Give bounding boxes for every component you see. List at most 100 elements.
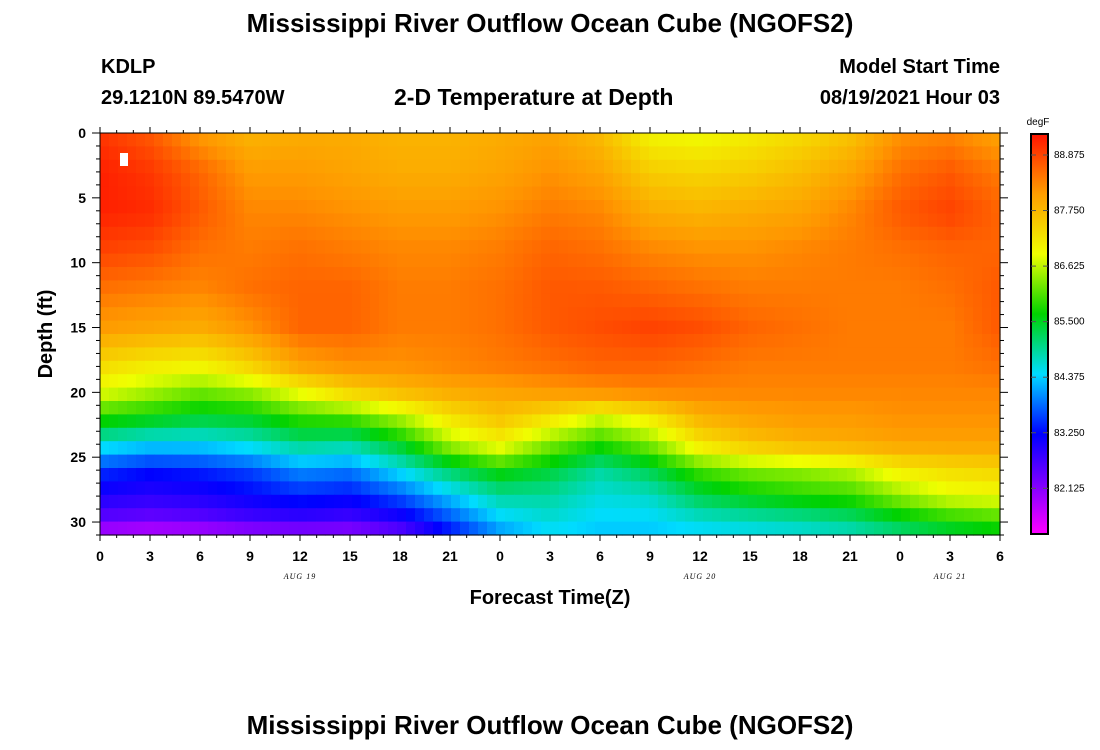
heatmap-cell [838,360,848,375]
heatmap-cell [280,226,290,241]
heatmap-cell [811,146,821,161]
heatmap-cell [910,508,920,523]
heatmap-cell [730,133,740,147]
heatmap-cell [649,293,659,308]
heatmap-cell [820,441,830,456]
heatmap-cell [910,454,920,469]
heatmap-cell [892,454,902,469]
heatmap-cell [523,481,533,496]
heatmap-cell [928,508,938,523]
heatmap-cell [532,427,542,442]
heatmap-cell [379,307,389,322]
heatmap-cell [604,253,614,268]
heatmap-cell [640,427,650,442]
heatmap-cell [442,240,452,255]
heatmap-cell [703,200,713,214]
heatmap-cell [946,307,956,322]
heatmap-cell [307,146,317,161]
x-tick-label: 0 [96,548,104,564]
heatmap-cell [865,508,875,523]
heatmap-cell [271,521,281,536]
heatmap-cell [919,240,929,255]
heatmap-cell [874,293,884,308]
heatmap-cell [289,213,299,228]
heatmap-cell [937,427,947,442]
heatmap-cell [739,253,749,268]
heatmap-cell [154,146,164,161]
heatmap-cell [325,360,335,375]
heatmap-cell [766,481,776,496]
heatmap-cell [703,334,713,348]
colorbar-tick-label: 84.375 [1054,372,1085,383]
heatmap-cell [595,186,605,201]
heatmap-cell [334,494,344,509]
heatmap-cell [703,226,713,241]
heatmap-cell [631,481,641,496]
heatmap-cell [208,508,218,523]
heatmap-cell [928,307,938,322]
heatmap-cell [208,226,218,241]
heatmap-cell [865,293,875,308]
heatmap-cell [271,307,281,322]
heatmap-cell [955,494,965,509]
heatmap-cell [262,387,272,402]
heatmap-cell [802,253,812,268]
heatmap-cell [973,200,983,214]
heatmap-cell [550,508,560,523]
heatmap-cell [658,240,668,255]
heatmap-cell [388,307,398,322]
heatmap-cell [199,481,209,496]
heatmap-cell [721,320,731,335]
heatmap-cell [613,508,623,523]
heatmap-cell [235,293,245,308]
heatmap-cell [820,186,830,201]
heatmap-cell [424,133,434,147]
heatmap-cell [730,387,740,402]
heatmap-cell [172,307,182,322]
heatmap-cell [793,173,803,188]
heatmap-cell [910,334,920,348]
heatmap-cell [307,481,317,496]
heatmap-cell [136,401,146,415]
heatmap-cell [847,226,857,241]
heatmap-cell [991,240,1001,255]
heatmap-cell [982,133,992,147]
heatmap-cell [370,240,380,255]
heatmap-cell [361,133,371,147]
heatmap-cell [199,521,209,536]
heatmap-cell [946,521,956,536]
heatmap-cell [469,240,479,255]
heatmap-cell [586,360,596,375]
heatmap-cell [298,186,308,201]
heatmap-cell [829,173,839,188]
heatmap-cell [550,320,560,335]
heatmap-cell [541,441,551,456]
heatmap-cell [973,307,983,322]
heatmap-cell [289,414,299,429]
heatmap-cell [271,468,281,482]
heatmap-cell [955,374,965,389]
heatmap-cell [613,173,623,188]
heatmap-cell [334,387,344,402]
heatmap-cell [892,159,902,174]
heatmap-cell [703,293,713,308]
heatmap-cell [217,441,227,456]
heatmap-cell [910,173,920,188]
heatmap-cell [190,347,200,362]
heatmap-cell [262,200,272,214]
heatmap-cell [163,360,173,375]
heatmap-cell [883,213,893,228]
heatmap-cell [604,347,614,362]
heatmap-cell [433,186,443,201]
x-axis-label: Forecast Time(Z) [470,587,631,609]
heatmap-cell [883,360,893,375]
heatmap-cell [775,360,785,375]
heatmap-cell [235,280,245,295]
heatmap-cell [496,253,506,268]
heatmap-cell [865,173,875,188]
heatmap-cell [694,427,704,442]
heatmap-cell [334,441,344,456]
heatmap-cell [244,159,254,174]
heatmap-cell [703,159,713,174]
heatmap-cell [937,320,947,335]
